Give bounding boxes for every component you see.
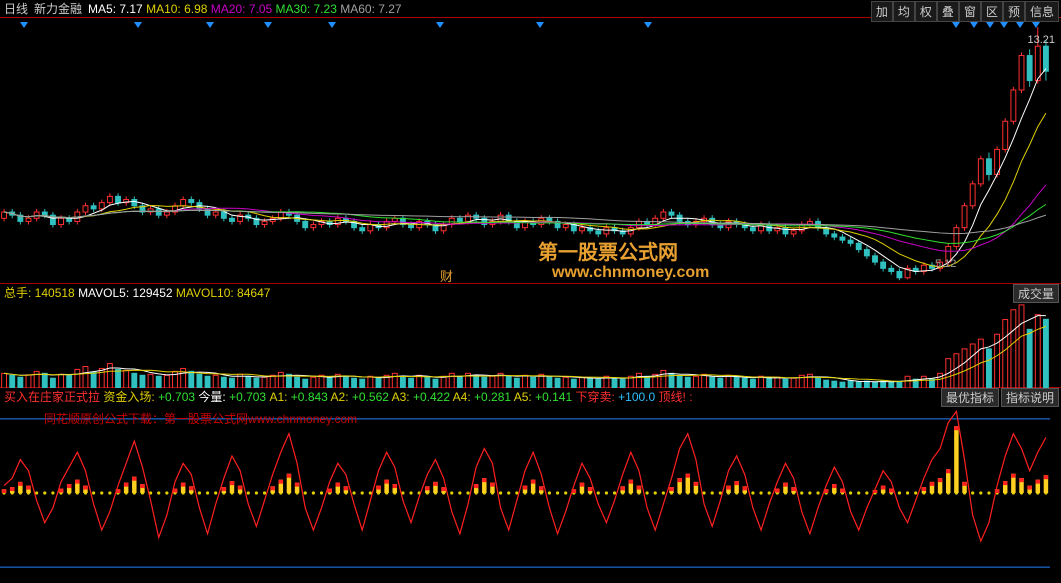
chart-root: 日线 新力金融 MA5: 7.17 MA10: 6.98 MA20: 7.05 … [0,0,1061,583]
watermark-title: 第一股票公式网 [538,236,678,265]
indicator-header: 买入在庄家正式拉 资金入场: +0.703 今量: +0.703 A1: +0.… [0,388,1061,404]
price-header: 日线 新力金融 MA5: 7.17 MA10: 6.98 MA20: 7.05 … [0,0,1061,18]
cai-label: 财 [440,266,453,285]
download-note: 同花顺原创公式下载：第一股票公式网www.chnmoney.com [44,410,357,427]
ind-stat: 下穿卖: [575,390,618,404]
ma-indicator: MA60: 7.27 [340,2,401,16]
price-high-label: 13.21 [1027,34,1055,46]
watermark-url: www.chnmoney.com [552,264,709,282]
ind-stat: +0.141 [535,390,575,404]
ind-stat: 顶线! [659,390,690,404]
ind-stat: +0.703 [158,390,198,404]
ma-indicator: MA30: 7.23 [276,2,337,16]
vol-stat: MAVOL5: 129452 [78,286,173,300]
ind-stat: +0.703 [229,390,269,404]
price-chart[interactable]: 13.21 5.12 财 第一股票公式网 www.chnmoney.com [0,18,1061,284]
ind-stat: +0.843 [291,390,331,404]
ind-stat: A2: [331,390,352,404]
ind-stat: A5: [514,390,535,404]
volume-header: 总手: 140518 MAVOL5: 129452 MAVOL10: 84647… [0,284,1061,300]
volume-chart[interactable] [0,300,1061,388]
indicator-chart[interactable]: 同花顺原创公式下载：第一股票公式网www.chnmoney.com [0,404,1061,582]
chart-type-label: 日线 [4,0,28,17]
ind-stat: 资金入场: [103,390,158,404]
vol-stat: 总手: 140518 [4,286,75,300]
ind-stat: : [689,390,692,404]
price-low-label: 5.12 [935,258,956,270]
ind-stat: +0.281 [474,390,514,404]
stock-name: 新力金融 [34,0,82,17]
ind-stat: +100.0 [618,390,658,404]
ind-stat: +0.422 [413,390,453,404]
ma-indicator: MA10: 6.98 [146,2,207,16]
ma-indicator: MA20: 7.05 [211,2,272,16]
ind-stat: +0.562 [352,390,392,404]
ind-stat: 今量: [198,390,229,404]
ind-stat: A4: [453,390,474,404]
vol-stat: MAVOL10: 84647 [176,286,271,300]
ma-indicator: MA5: 7.17 [88,2,143,16]
ind-stat: A1: [269,390,290,404]
ind-stat: 买入在庄家正式拉 [4,390,103,404]
ind-stat: A3: [392,390,413,404]
